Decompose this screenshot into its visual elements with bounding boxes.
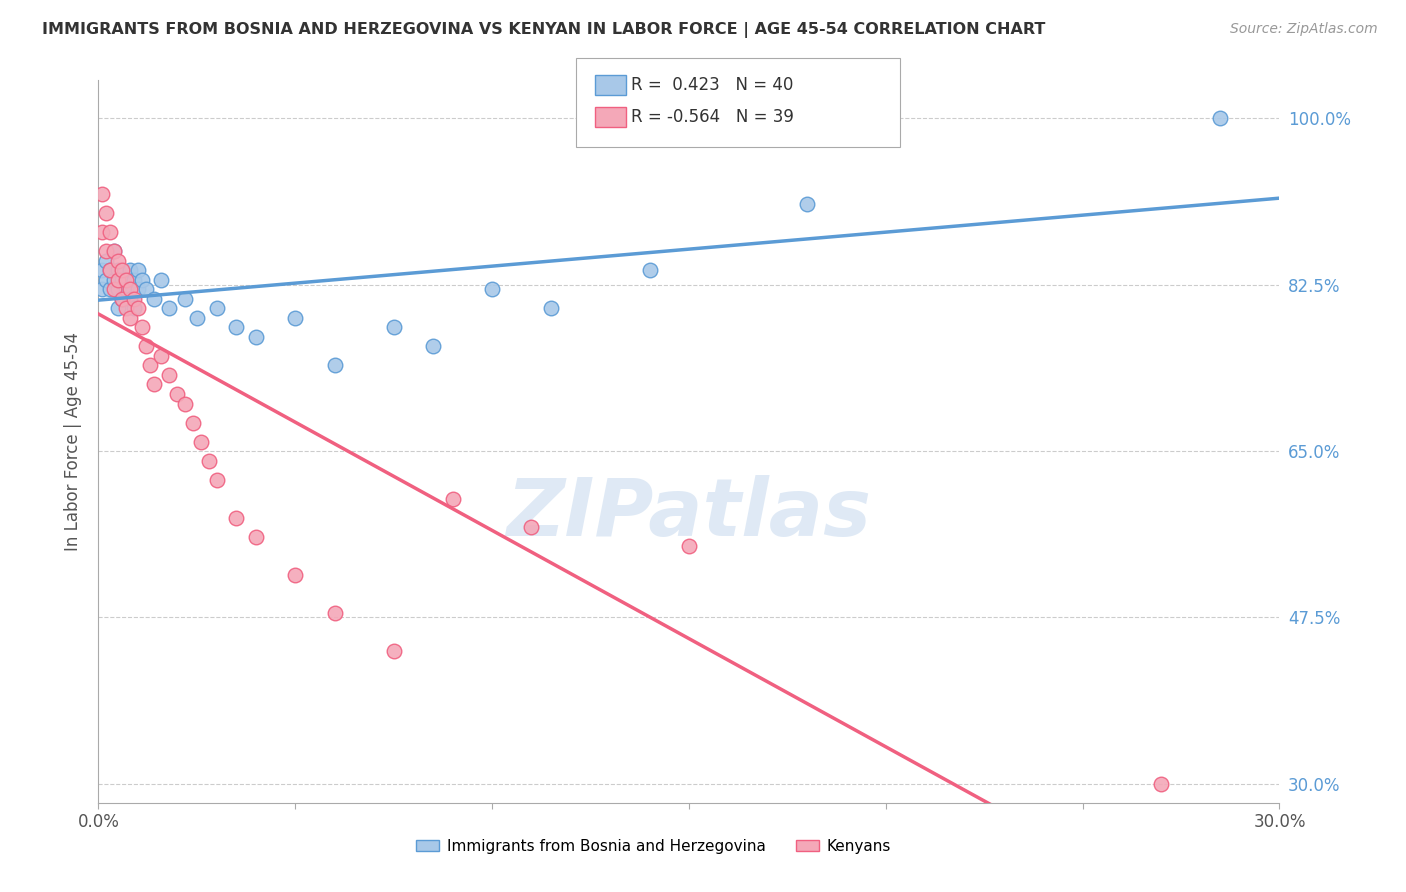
Point bbox=[98, 263, 121, 277]
Point bbox=[111, 292, 134, 306]
Point bbox=[157, 368, 180, 382]
Point bbox=[135, 282, 157, 296]
Point bbox=[181, 416, 204, 430]
Point bbox=[131, 273, 153, 287]
Point bbox=[96, 254, 118, 268]
Point bbox=[107, 263, 129, 277]
Point bbox=[127, 282, 149, 296]
Point bbox=[284, 310, 307, 325]
Point bbox=[103, 244, 125, 259]
Point bbox=[127, 263, 149, 277]
Point bbox=[96, 273, 118, 287]
Point bbox=[796, 197, 818, 211]
Point bbox=[225, 510, 247, 524]
Point bbox=[638, 263, 661, 277]
Text: R = -0.564   N = 39: R = -0.564 N = 39 bbox=[631, 108, 794, 126]
Point bbox=[111, 273, 134, 287]
Point bbox=[122, 273, 145, 287]
Point bbox=[422, 339, 444, 353]
Point bbox=[174, 396, 197, 410]
Y-axis label: In Labor Force | Age 45-54: In Labor Force | Age 45-54 bbox=[65, 332, 83, 551]
Point bbox=[91, 263, 114, 277]
Point bbox=[98, 226, 121, 240]
Point bbox=[118, 282, 141, 296]
Point bbox=[127, 301, 149, 316]
Point bbox=[107, 282, 129, 296]
Point bbox=[138, 359, 160, 373]
Text: ZIPatlas: ZIPatlas bbox=[506, 475, 872, 553]
Point bbox=[118, 310, 141, 325]
Point bbox=[115, 301, 138, 316]
Point bbox=[150, 349, 173, 363]
Point bbox=[323, 359, 346, 373]
Point bbox=[131, 320, 153, 334]
Point bbox=[1150, 777, 1173, 791]
Point bbox=[197, 453, 219, 467]
Text: IMMIGRANTS FROM BOSNIA AND HERZEGOVINA VS KENYAN IN LABOR FORCE | AGE 45-54 CORR: IMMIGRANTS FROM BOSNIA AND HERZEGOVINA V… bbox=[42, 22, 1046, 38]
Point bbox=[382, 643, 405, 657]
Point bbox=[142, 377, 165, 392]
Point bbox=[205, 301, 228, 316]
Point bbox=[174, 292, 197, 306]
Point bbox=[150, 273, 173, 287]
Point bbox=[166, 387, 188, 401]
Point bbox=[678, 539, 700, 553]
Point bbox=[98, 263, 121, 277]
Point bbox=[98, 282, 121, 296]
Point bbox=[107, 273, 129, 287]
Point bbox=[142, 292, 165, 306]
Point bbox=[1209, 112, 1232, 126]
Point bbox=[103, 282, 125, 296]
Point bbox=[205, 473, 228, 487]
Point bbox=[115, 273, 138, 287]
Point bbox=[284, 567, 307, 582]
Point bbox=[111, 292, 134, 306]
Point bbox=[118, 263, 141, 277]
Text: Source: ZipAtlas.com: Source: ZipAtlas.com bbox=[1230, 22, 1378, 37]
Point bbox=[103, 244, 125, 259]
Point bbox=[91, 187, 114, 202]
Point bbox=[186, 310, 208, 325]
Point bbox=[225, 320, 247, 334]
Point bbox=[323, 606, 346, 620]
Point bbox=[96, 244, 118, 259]
Legend: Immigrants from Bosnia and Herzegovina, Kenyans: Immigrants from Bosnia and Herzegovina, … bbox=[411, 833, 897, 860]
Point bbox=[382, 320, 405, 334]
Point bbox=[107, 254, 129, 268]
Point bbox=[520, 520, 543, 534]
Point bbox=[157, 301, 180, 316]
Point bbox=[540, 301, 562, 316]
Point bbox=[111, 263, 134, 277]
Text: R =  0.423   N = 40: R = 0.423 N = 40 bbox=[631, 76, 793, 94]
Point bbox=[91, 226, 114, 240]
Point bbox=[115, 282, 138, 296]
Point bbox=[135, 339, 157, 353]
Point bbox=[245, 530, 267, 544]
Point bbox=[481, 282, 503, 296]
Point bbox=[245, 330, 267, 344]
Point bbox=[122, 301, 145, 316]
Point bbox=[96, 206, 118, 220]
Point bbox=[118, 292, 141, 306]
Point bbox=[91, 282, 114, 296]
Point bbox=[115, 273, 138, 287]
Point bbox=[441, 491, 464, 506]
Point bbox=[122, 292, 145, 306]
Point bbox=[107, 301, 129, 316]
Point bbox=[103, 273, 125, 287]
Point bbox=[190, 434, 212, 449]
